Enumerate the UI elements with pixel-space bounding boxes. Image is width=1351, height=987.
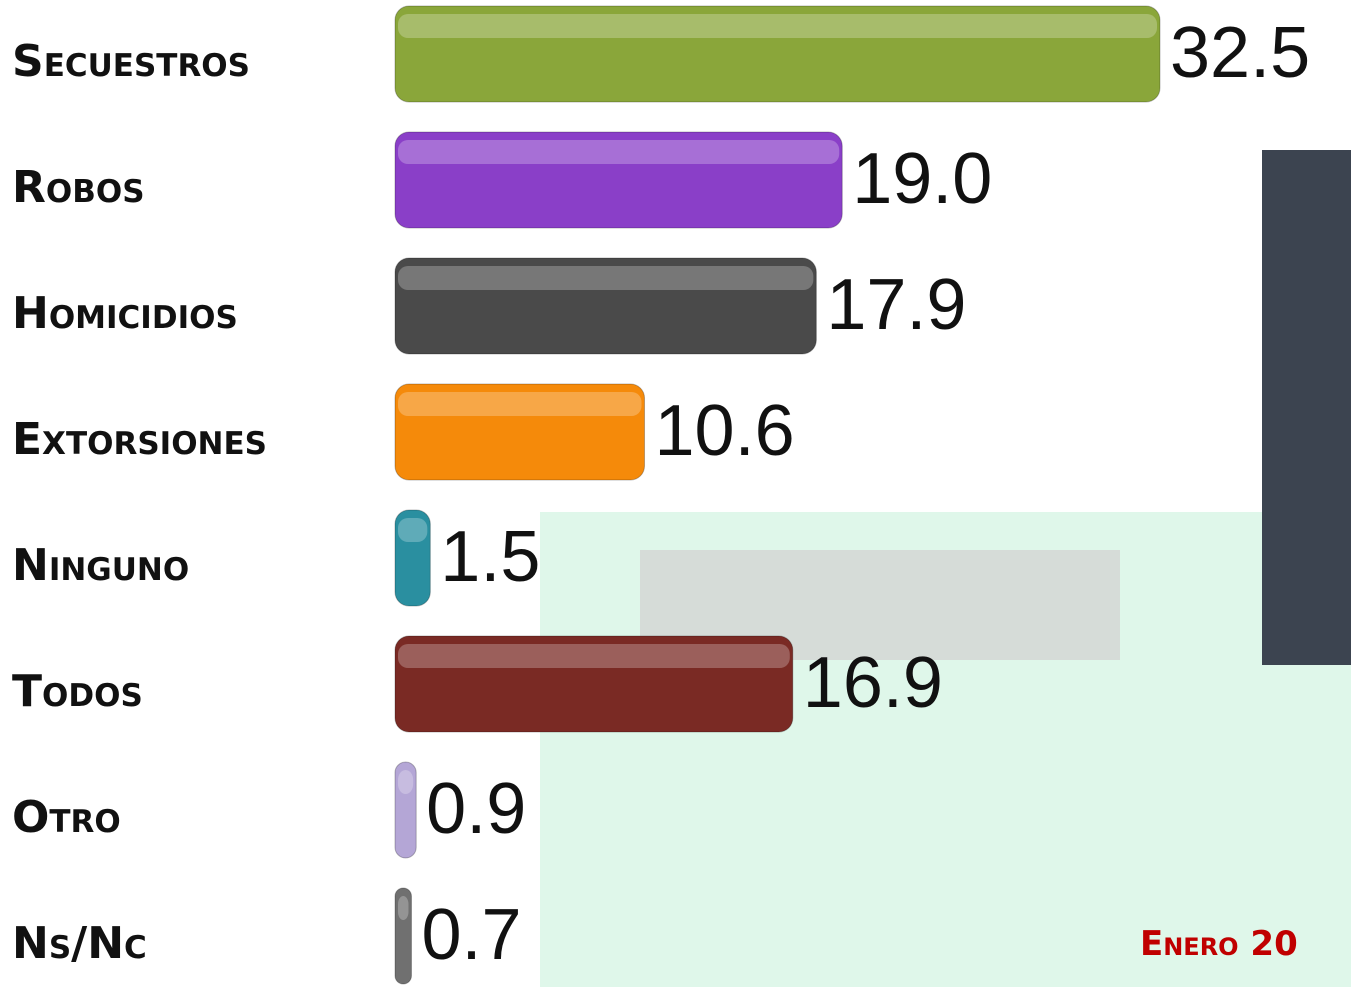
category-label: Ns/Nc (12, 918, 147, 969)
bar-highlight (398, 644, 790, 668)
value-label: 1.5 (440, 517, 540, 597)
value-label: 0.7 (421, 895, 521, 975)
category-label: Homicidios (12, 288, 238, 339)
bar-highlight (398, 770, 413, 794)
bar-highlight (398, 140, 839, 164)
value-label: 16.9 (803, 643, 943, 723)
photo (1262, 150, 1351, 665)
bar-highlight (398, 518, 427, 542)
category-label: Todos (12, 666, 143, 717)
value-label: 0.9 (426, 769, 526, 849)
category-label: Extorsiones (12, 414, 267, 465)
bar-highlight (398, 266, 813, 290)
category-label: Robos (12, 162, 145, 213)
bar-highlight (398, 392, 642, 416)
category-label: Otro (12, 792, 121, 843)
value-label: 17.9 (826, 265, 966, 345)
value-label: 19.0 (852, 139, 992, 219)
bar-highlight (398, 896, 408, 920)
value-label: 32.5 (1170, 13, 1310, 93)
category-label: Secuestros (12, 36, 250, 87)
chart: Enero 20 Secuestros 32.5 Robos 19.0 Homicidi… (0, 0, 1351, 987)
footer-note: Enero 20 (1140, 924, 1298, 964)
value-label: 10.6 (655, 391, 795, 471)
bar-highlight (398, 14, 1157, 38)
category-label: Ninguno (12, 540, 189, 591)
